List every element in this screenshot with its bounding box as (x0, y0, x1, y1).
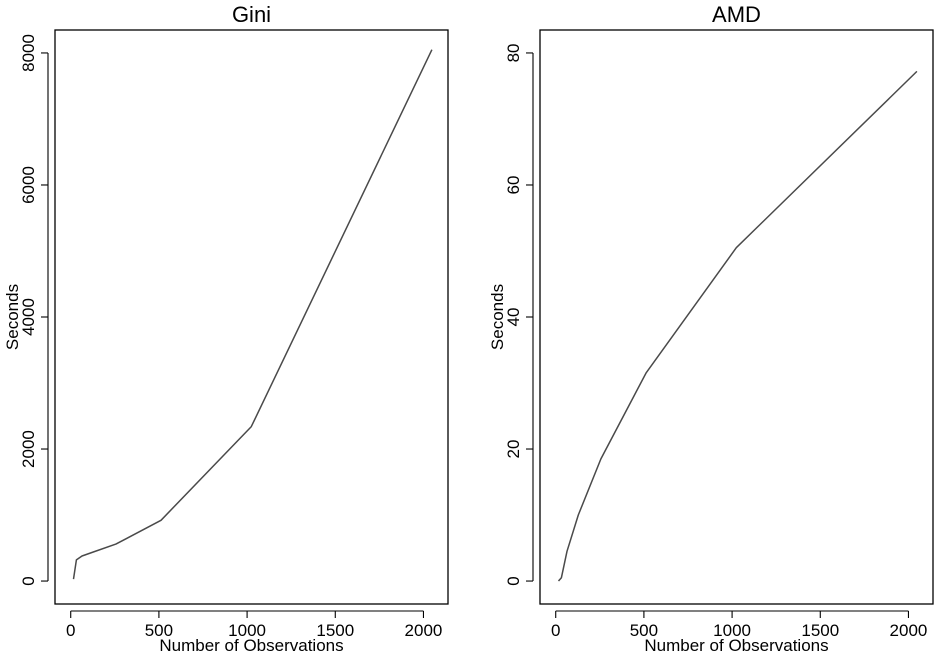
amd-x-tick-label: 1500 (801, 621, 839, 640)
amd-plot-frame (539, 29, 934, 605)
gini-y-axis-label: Seconds (3, 284, 22, 350)
amd-y-tick-label: 80 (504, 43, 523, 62)
gini-x-tick-label: 1500 (316, 621, 354, 640)
amd-x-tick-label: 2000 (890, 621, 928, 640)
amd-y-tick-label: 40 (504, 308, 523, 327)
gini-x-tick-label: 500 (145, 621, 173, 640)
gini-x-tick-label: 1000 (228, 621, 266, 640)
amd-x-tick-label: 500 (630, 621, 658, 640)
amd-x-tick-label: 0 (551, 621, 560, 640)
gini-plot-frame (54, 29, 449, 605)
amd-y-tick-label: 20 (504, 440, 523, 459)
amd-y-axis-label: Seconds (488, 284, 507, 350)
gini-x-axis-label: Number of Observations (159, 636, 343, 655)
gini-y-tick-label: 4000 (19, 298, 38, 336)
gini-y-tick-label: 2000 (19, 430, 38, 468)
amd-y-tick-label: 60 (504, 176, 523, 195)
gini-panel: Gini 0 500 1000 1500 2000 Number of Observatio… (3, 2, 449, 655)
gini-chart-title: Gini (232, 2, 271, 27)
gini-x-tick-label: 0 (66, 621, 75, 640)
gini-y-tick-label: 0 (19, 576, 38, 585)
gini-y-tick-label: 6000 (19, 166, 38, 204)
gini-series-line (72, 49, 433, 580)
amd-panel: AMD 0 500 1000 1500 2000 Number of Observation… (488, 2, 934, 655)
amd-x-tick-label: 1000 (713, 621, 751, 640)
amd-series-line (557, 70, 918, 582)
amd-x-axis-label: Number of Observations (644, 636, 828, 655)
amd-y-tick-label: 0 (504, 576, 523, 585)
gini-y-tick-label: 8000 (19, 34, 38, 72)
gini-x-tick-label: 2000 (405, 621, 443, 640)
amd-chart-title: AMD (712, 2, 761, 27)
